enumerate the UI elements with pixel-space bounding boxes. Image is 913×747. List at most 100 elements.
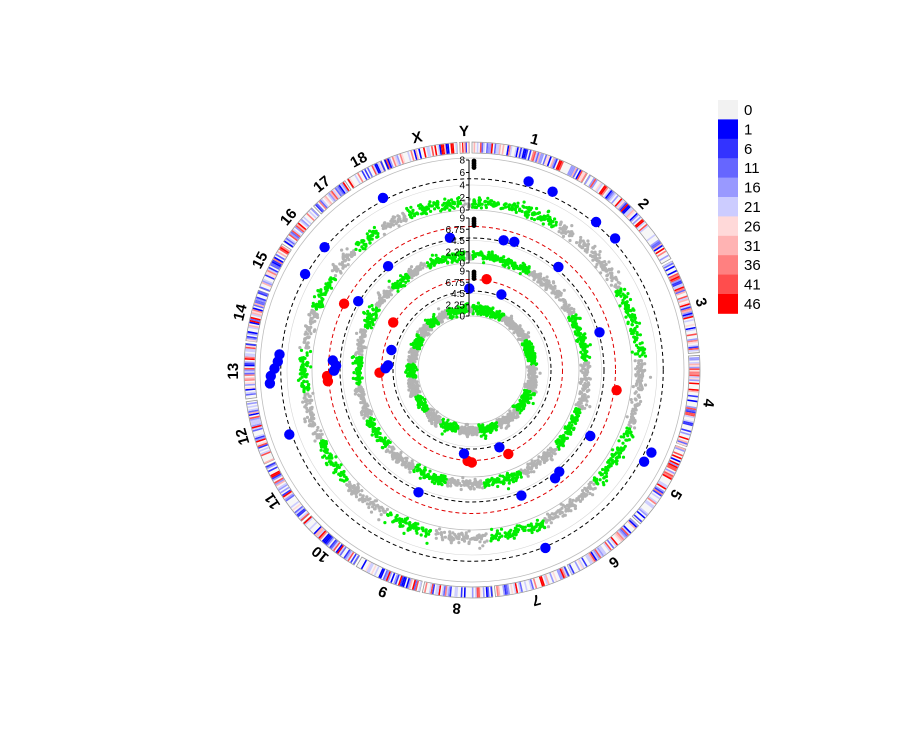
snp-point: [320, 296, 324, 300]
density-bin: [250, 420, 261, 424]
density-bin: [476, 587, 479, 598]
snp-point: [329, 280, 333, 284]
snp-point: [595, 262, 599, 266]
snp-point: [366, 411, 370, 415]
snp-point: [445, 421, 449, 425]
snp-point: [530, 367, 535, 371]
density-bin: [438, 144, 442, 155]
density-bin: [256, 440, 267, 446]
snp-point: [442, 207, 446, 211]
snp-point: [408, 521, 412, 525]
density-bin: [244, 356, 255, 359]
snp-point: [403, 517, 407, 522]
density-bin: [244, 382, 255, 385]
density-bin: [295, 224, 305, 233]
snp-point: [636, 352, 640, 356]
snp-point: [478, 546, 482, 550]
density-bin: [682, 422, 693, 427]
density-bin: [623, 207, 632, 216]
snp-point: [434, 253, 438, 257]
snp-point: [464, 483, 468, 487]
snp-point: [521, 204, 525, 208]
snp-point: [634, 383, 638, 387]
density-bin: [577, 559, 584, 570]
snp-point: [479, 250, 483, 254]
snp-point: [503, 205, 508, 209]
snp-point: [585, 399, 589, 403]
snp-point: [303, 395, 307, 399]
density-bin: [689, 356, 700, 360]
density-bin: [689, 366, 700, 369]
density-bin: [440, 144, 444, 155]
snp-point: [365, 316, 370, 320]
density-bin: [681, 307, 692, 313]
snp-point: [467, 541, 471, 546]
density-bin: [546, 156, 552, 167]
density-bin: [399, 153, 405, 164]
density-bin: [594, 182, 602, 192]
density-bin: [497, 585, 501, 596]
density-bin: [245, 386, 256, 390]
density-bin: [574, 561, 581, 571]
snp-point: [370, 433, 374, 437]
density-bin: [651, 242, 662, 250]
snp-point: [382, 225, 386, 229]
density-bin: [339, 183, 347, 193]
snp-point: [561, 298, 565, 302]
snp-point: [304, 324, 308, 328]
snp-point: [416, 272, 420, 276]
snp-point: [345, 253, 349, 257]
snp-point: [356, 482, 360, 486]
snp-point: [562, 513, 566, 517]
density-bin: [603, 188, 612, 198]
snp-point: [636, 386, 640, 390]
snp-point: [510, 478, 514, 482]
density-bin: [273, 256, 284, 264]
density-bin: [498, 144, 502, 155]
density-bin: [444, 585, 448, 597]
snp-point: [363, 402, 367, 406]
density-bin: [348, 177, 356, 188]
density-bin: [366, 167, 373, 178]
snp-point: [433, 207, 437, 211]
snp-point: [363, 345, 367, 350]
density-bin: [244, 362, 255, 365]
density-bin: [529, 579, 535, 590]
density-bin: [686, 405, 697, 409]
density-bin: [603, 542, 611, 552]
snp-point: [478, 540, 482, 544]
density-bin: [624, 208, 634, 217]
density-bin: [413, 580, 418, 591]
density-bin: [513, 583, 517, 594]
density-bin: [335, 186, 344, 196]
snp-point: [535, 518, 540, 522]
snp-point: [593, 486, 597, 490]
snp-point: [618, 304, 622, 308]
snp-point: [407, 465, 411, 469]
density-bin: [254, 435, 265, 440]
snp-point: [635, 331, 639, 335]
density-bin: [250, 418, 261, 423]
snp-point: [312, 416, 316, 421]
snp-point: [535, 529, 540, 533]
density-bin: [299, 511, 309, 520]
snp-point: [333, 274, 338, 278]
snp-point: [322, 439, 326, 443]
snp-point: [614, 456, 618, 460]
density-bin: [566, 165, 573, 176]
density-bin: [517, 582, 522, 593]
density-bin: [394, 574, 400, 585]
snp-point: [519, 328, 523, 332]
density-bin: [341, 182, 349, 193]
snp-point: [424, 530, 428, 534]
density-bin: [255, 436, 266, 442]
snp-point: [506, 421, 510, 425]
snp-point: [317, 300, 321, 304]
snp-point: [362, 398, 366, 402]
density-bin: [259, 446, 270, 452]
density-bin: [578, 558, 585, 569]
density-bin: [260, 449, 271, 455]
snp-point: [511, 414, 516, 418]
snp-point: [482, 311, 486, 315]
snp-point: [407, 271, 411, 275]
